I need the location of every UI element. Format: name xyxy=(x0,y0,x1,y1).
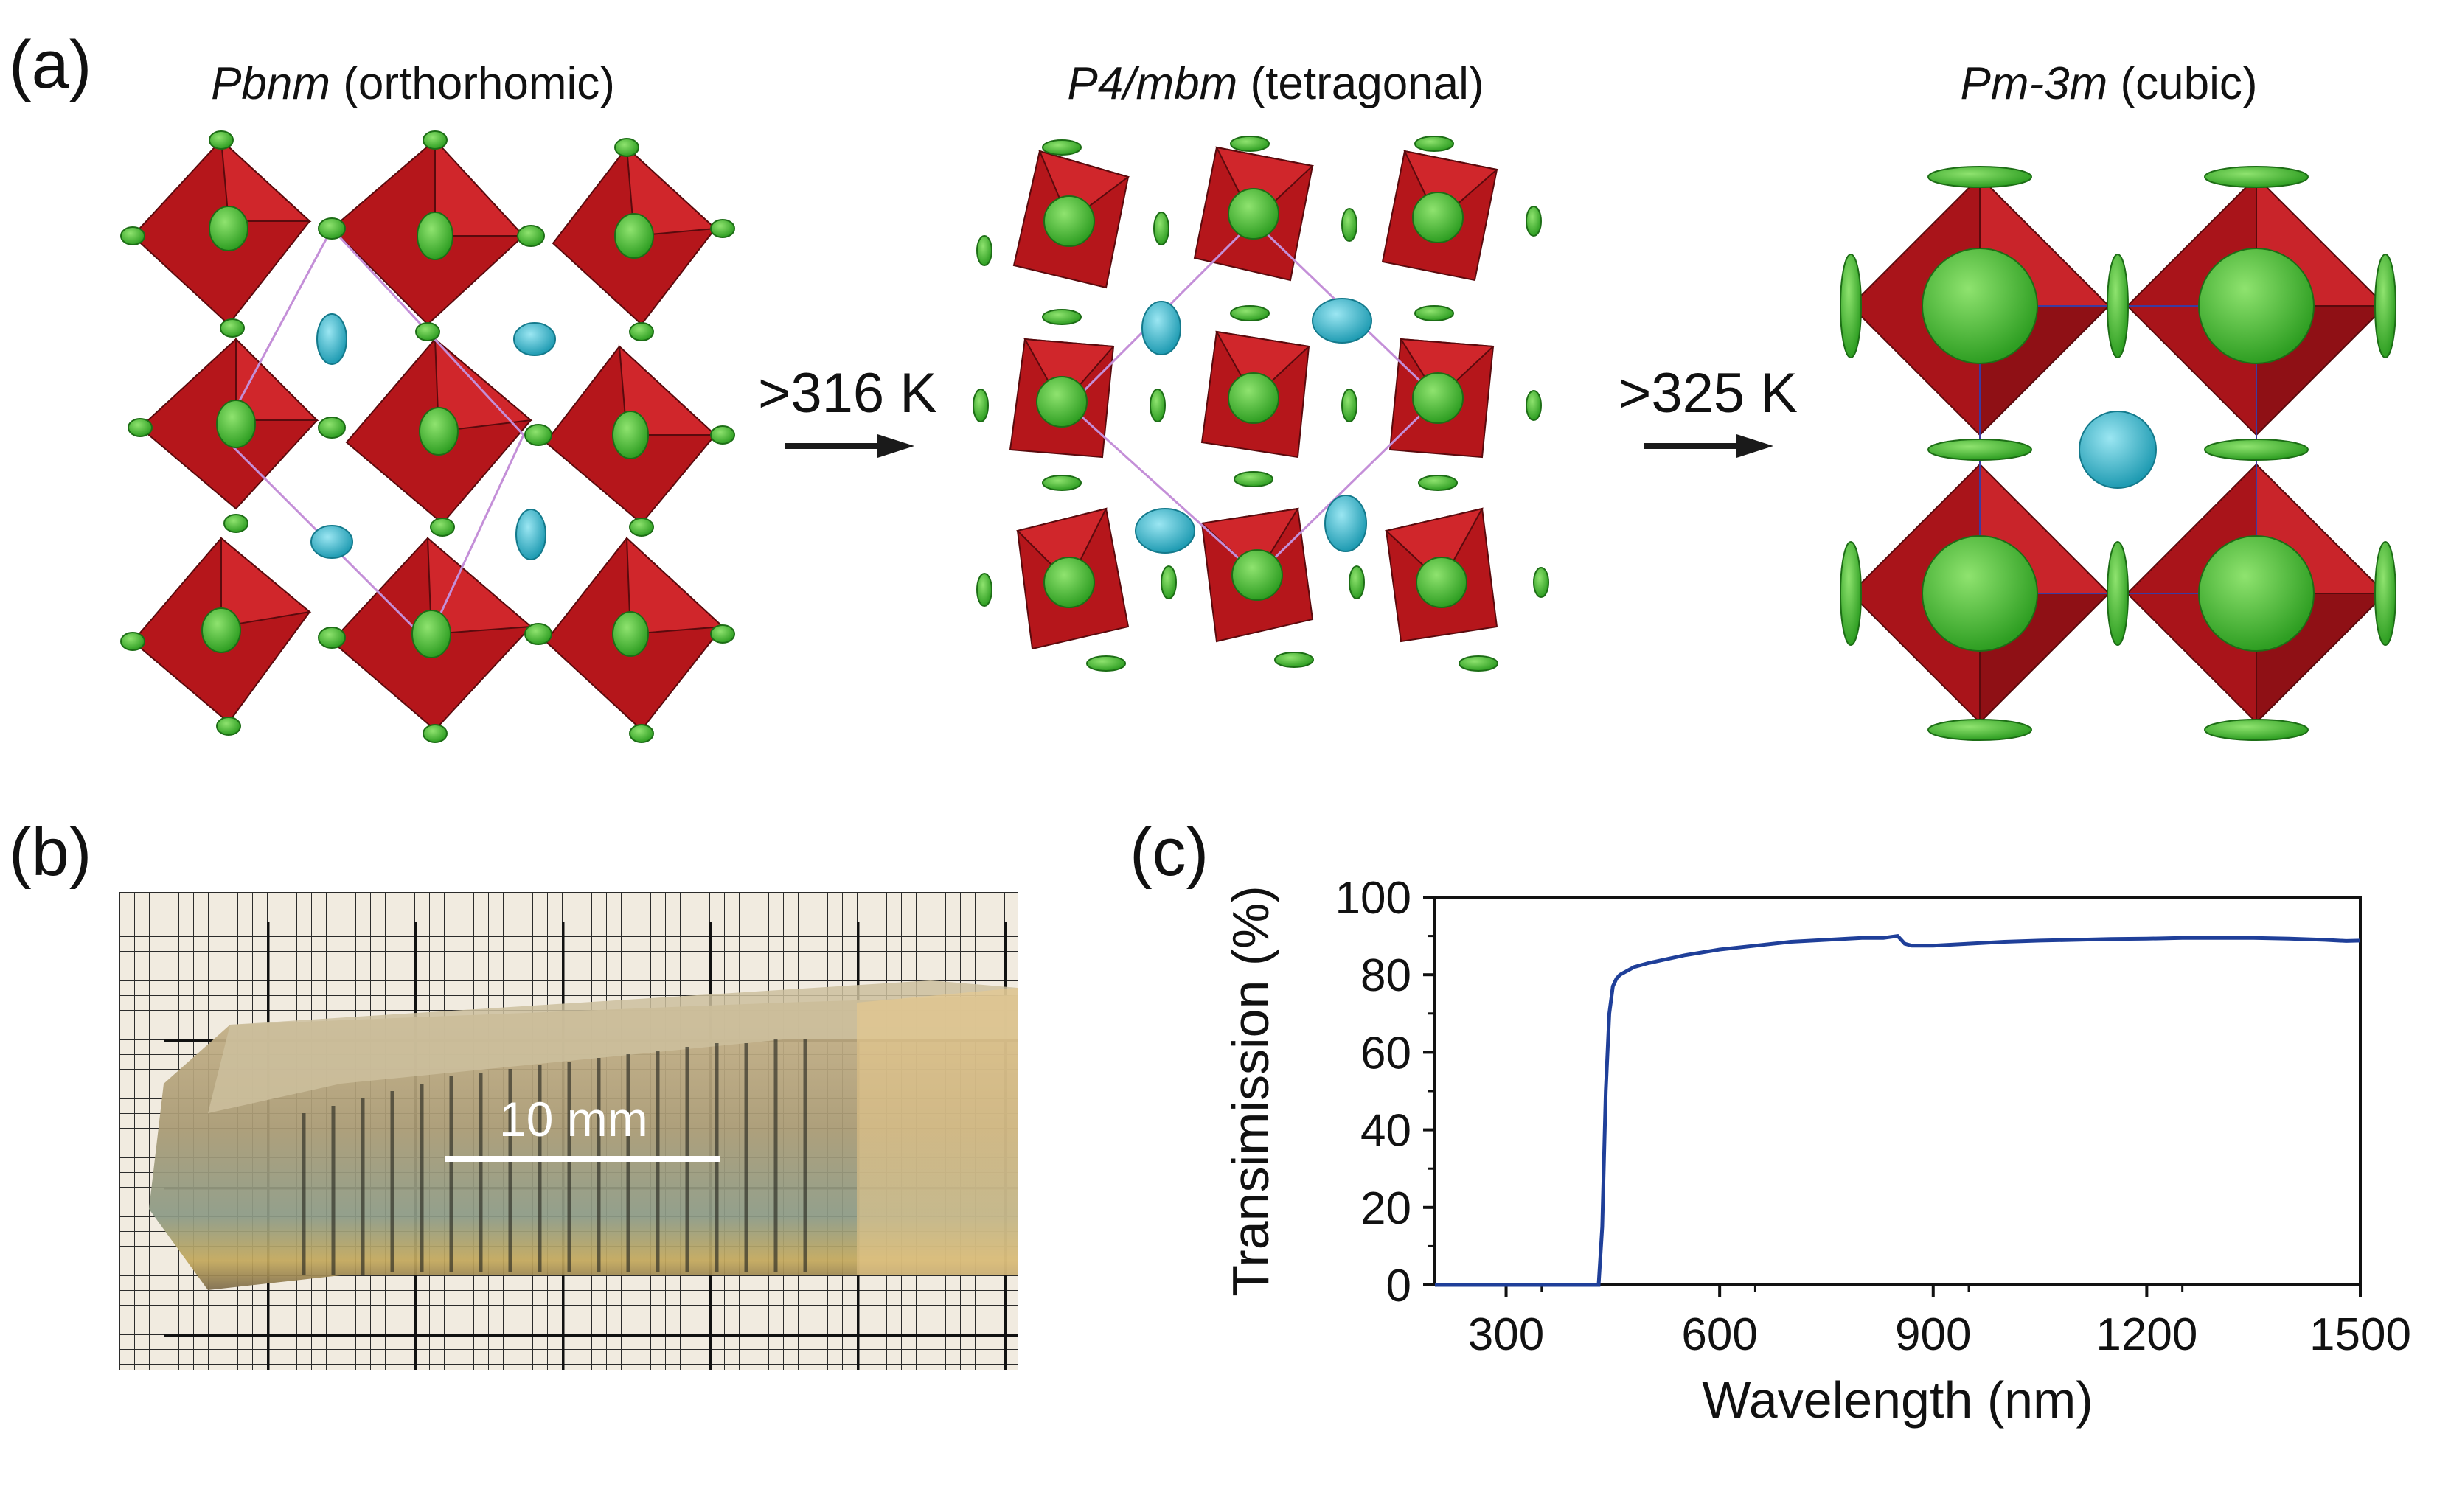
y-tick-label: 100 xyxy=(1335,873,1411,924)
cation-atom xyxy=(2079,411,2157,489)
x-tick-label: 300 xyxy=(1468,1309,1544,1360)
crystal-photo-image xyxy=(119,892,1018,1370)
y-tick-label: 0 xyxy=(1386,1261,1411,1311)
x-axis-ticks: 300 600 900 1200 1500 xyxy=(1468,1285,2411,1360)
panel-b-label: (b) xyxy=(9,815,92,890)
x-axis-label: Wavelength (nm) xyxy=(1702,1371,2093,1429)
cubic-structure-image xyxy=(1840,166,2396,741)
crystal-photo: 10 mm xyxy=(119,892,1018,1370)
phase-title-tetragonal: P4/mbm (tetragonal) xyxy=(1010,58,1541,110)
plot-frame xyxy=(1433,896,2362,1286)
orthorhombic-structure-image xyxy=(120,130,735,743)
transition-arrow-2 xyxy=(1644,434,1773,458)
y-tick-label: 60 xyxy=(1360,1028,1411,1079)
phase-system: (cubic) xyxy=(2120,58,2258,109)
tetragonal-structure-image xyxy=(973,136,1549,672)
panel-a-label: (a) xyxy=(9,27,92,102)
transmission-series-line xyxy=(1435,933,2361,1287)
x-tick-label: 1500 xyxy=(2309,1309,2411,1360)
transition-label-325k: >325 K xyxy=(1619,362,1798,425)
x-tick-label: 600 xyxy=(1681,1309,1757,1360)
y-axis-label: Transimission (%) xyxy=(1222,885,1279,1296)
transition-label-316k: >316 K xyxy=(758,362,937,425)
phase-system: (orthorhomic) xyxy=(343,58,615,109)
phase-system: (tetragonal) xyxy=(1250,58,1484,109)
transition-arrow-1 xyxy=(785,434,914,458)
y-axis-ticks: 0 20 40 60 80 100 xyxy=(1335,873,1435,1311)
phase-symmetry: Pbnm xyxy=(211,58,331,109)
scale-bar-label: 10 mm xyxy=(499,1092,648,1146)
phase-symmetry: P4/mbm xyxy=(1067,58,1238,109)
y-tick-label: 20 xyxy=(1360,1183,1411,1234)
x-tick-label: 1200 xyxy=(2096,1309,2197,1360)
panel-c-label: (c) xyxy=(1130,815,1209,890)
y-tick-label: 40 xyxy=(1360,1106,1411,1157)
phase-title-orthorhombic: Pbnm (orthorhomic) xyxy=(133,58,693,110)
transmission-chart: 300 600 900 1200 1500 0 20 40 60 80 100 Wavelengt… xyxy=(1222,873,2411,1429)
x-tick-label: 900 xyxy=(1895,1309,1971,1360)
y-tick-label: 80 xyxy=(1360,950,1411,1001)
phase-symmetry: Pm-3m xyxy=(1960,58,2108,109)
phase-title-cubic: Pm-3m (cubic) xyxy=(1866,58,2352,110)
